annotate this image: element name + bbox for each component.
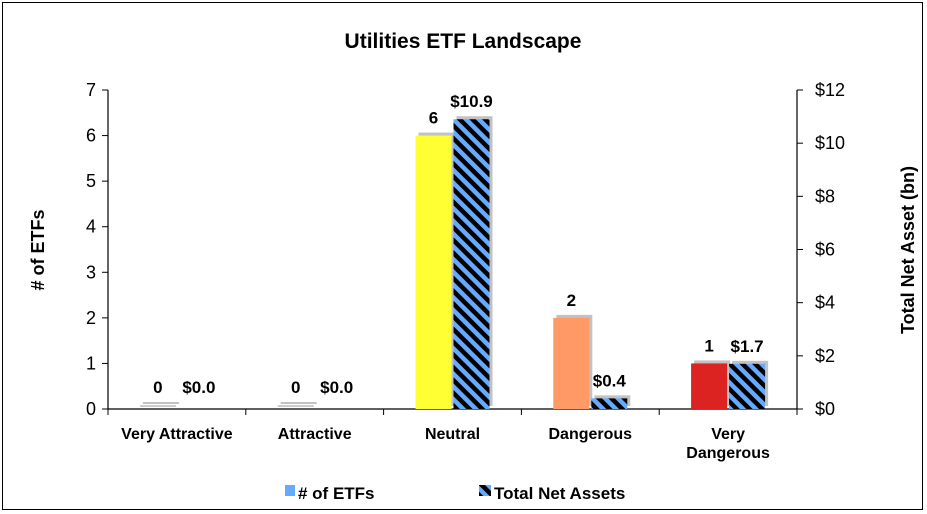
y-tick-label: 0 (86, 399, 96, 419)
data-label-net-assets: $0.4 (593, 371, 627, 390)
y-axis-label: # of ETFs (28, 209, 48, 290)
data-label-etf-count: 1 (704, 336, 713, 355)
category-label-line: Dangerous (686, 445, 770, 462)
bar-net-assets (591, 398, 628, 409)
y-tick-label: 2 (86, 308, 96, 328)
category-label: Neutral (425, 426, 480, 443)
data-label-etf-count: 2 (567, 291, 576, 310)
y2-tick-label: $0 (815, 399, 835, 419)
y2-tick-label: $10 (815, 133, 845, 153)
category-label: Very Dangerous (686, 426, 770, 462)
category-label-line: Attractive (278, 426, 352, 443)
legend: # of ETFs Total Net Assets (285, 484, 625, 503)
category-label: Attractive (278, 426, 352, 443)
data-label-etf-count: 6 (429, 109, 438, 128)
data-label-net-assets: $0.0 (320, 378, 353, 397)
bar-shadow (142, 402, 179, 404)
data-label-net-assets: $1.7 (731, 337, 764, 356)
category-label: Very Attractive (121, 426, 233, 443)
y2-tick-label: $8 (815, 186, 835, 206)
y-tick-label: 1 (86, 353, 96, 373)
data-label-net-assets: $10.9 (450, 92, 493, 111)
data-label-net-assets: $0.0 (182, 378, 215, 397)
y2-tick-label: $2 (815, 346, 835, 366)
bar-net-assets (729, 363, 766, 409)
category-label-line: Dangerous (549, 426, 633, 443)
bars (139, 116, 769, 410)
bar-etf-count (691, 363, 728, 409)
axes: 0 1 2 3 4 5 6 7 $0 $2 $4 $6 $8 $10 $12 (86, 80, 845, 419)
category-label-line: Very Attractive (121, 426, 233, 443)
data-label-etf-count: 0 (153, 378, 162, 397)
legend-label-etfs: # of ETFs (298, 484, 375, 503)
bar-shadow (280, 402, 317, 404)
bar-etf-count (139, 405, 176, 407)
category-labels: Very Attractive Attractive Neutral Dangerou… (121, 426, 770, 462)
legend-swatch-etfs (285, 485, 295, 496)
bar-etf-count (277, 405, 314, 407)
y2-tick-label: $4 (815, 293, 835, 313)
y-tick-label: 7 (86, 80, 96, 100)
bar-etf-count (415, 135, 452, 410)
y-tick-label: 3 (86, 262, 96, 282)
y-tick-label: 5 (86, 171, 96, 191)
data-label-etf-count: 0 (291, 378, 300, 397)
legend-swatch-net-assets (479, 485, 491, 496)
legend-label-net-assets: Total Net Assets (494, 484, 625, 503)
data-labels: 0 $0.0 0 $0.0 6 $10.9 2 $0.4 1 $1.7 (153, 92, 763, 397)
y2-axis-label: Total Net Asset (bn) (898, 166, 918, 334)
chart-title: Utilities ETF Landscape (345, 30, 582, 53)
y2-tick-label: $6 (815, 240, 835, 260)
bar-etf-count (553, 317, 590, 409)
y-tick-label: 4 (86, 217, 96, 237)
y2-tick-label: $12 (815, 80, 845, 100)
category-label: Dangerous (549, 426, 633, 443)
bar-net-assets (453, 119, 490, 409)
category-label-line: Very (711, 426, 745, 443)
y-tick-label: 6 (86, 126, 96, 146)
category-label-line: Neutral (425, 426, 480, 443)
